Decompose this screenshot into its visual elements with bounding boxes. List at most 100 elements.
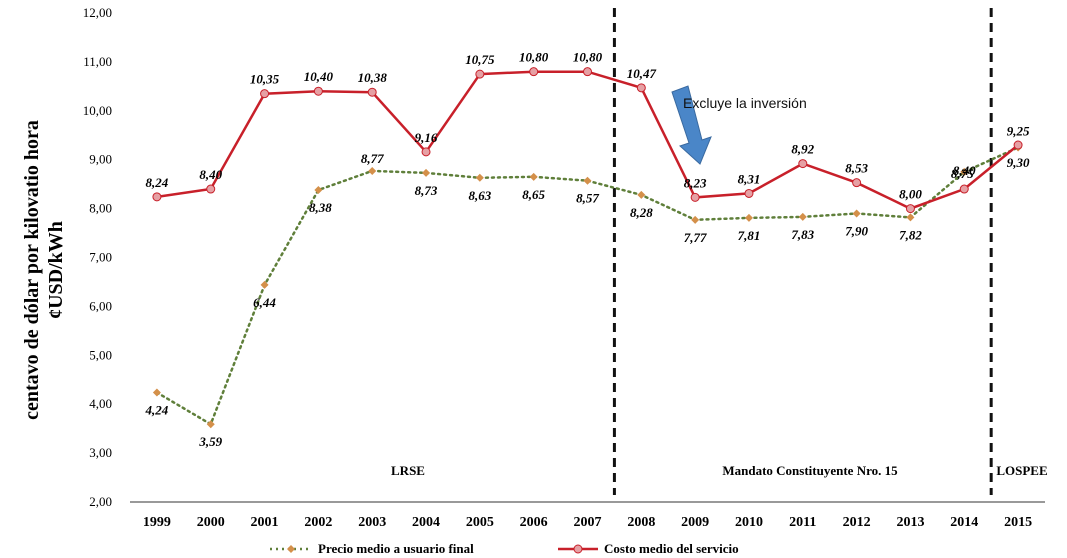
data-point — [690, 192, 700, 202]
x-tick-label: 2005 — [466, 515, 494, 530]
data-point — [636, 83, 646, 93]
data-label: 8,40 — [199, 167, 222, 182]
data-label: 10,38 — [358, 70, 388, 85]
data-point — [852, 209, 861, 218]
y-tick-label: 12,00 — [83, 5, 112, 20]
x-tick-label: 2007 — [574, 515, 602, 530]
data-label: 8,23 — [684, 175, 707, 190]
data-point — [798, 212, 807, 221]
data-label: 6,44 — [253, 295, 276, 310]
data-label: 3,59 — [198, 434, 222, 449]
data-point — [475, 69, 485, 79]
data-point — [206, 184, 216, 194]
data-label: 8,92 — [791, 142, 814, 157]
data-label: 7,82 — [899, 227, 922, 242]
data-point — [744, 188, 754, 198]
x-tick-label: 2012 — [843, 515, 871, 530]
x-tick-label: 2008 — [627, 515, 655, 530]
y-tick-label: 10,00 — [83, 103, 112, 118]
annotation-text: Excluye la inversión — [683, 95, 807, 111]
legend-label-precio: Precio medio a usuario final — [318, 541, 474, 556]
data-point — [744, 213, 753, 222]
data-point — [583, 67, 592, 77]
data-point — [260, 89, 270, 99]
data-label: 9,30 — [1007, 155, 1030, 170]
data-label: 7,90 — [845, 223, 868, 238]
data-point — [1013, 140, 1023, 150]
data-point — [637, 190, 646, 199]
x-tick-label: 2013 — [896, 515, 924, 530]
data-label: 7,81 — [738, 228, 761, 243]
data-label: 10,47 — [627, 66, 657, 81]
series-layer: 4,24 3,59 6,44 8,38 8,77 8,73 8,63 8,65 8,57 8,28… — [145, 50, 1030, 450]
x-tick-label: 2011 — [789, 515, 816, 530]
y-axis-title-line2: ¢USD/kWh — [45, 221, 67, 319]
y-tick-label: 3,00 — [89, 445, 112, 460]
legend-item-precio: Precio medio a usuario final — [270, 541, 474, 556]
x-tick-label: 2003 — [358, 515, 386, 530]
data-point — [367, 87, 377, 97]
data-point — [368, 166, 377, 175]
x-tick-label: 2014 — [950, 515, 978, 530]
data-point — [960, 167, 969, 176]
period-label-lospee: LOSPEE — [996, 463, 1047, 478]
data-point — [529, 172, 538, 181]
data-point — [529, 67, 539, 77]
data-label: 8,38 — [309, 200, 332, 215]
data-point — [583, 176, 592, 185]
data-label: 8,31 — [738, 171, 761, 186]
y-tick-label: 6,00 — [89, 298, 112, 313]
x-tick-label: 2010 — [735, 515, 763, 530]
data-point — [906, 213, 915, 222]
data-point — [475, 173, 484, 182]
series-costo: 8,24 8,40 10,35 10,40 10,38 9,16 10,75 10,80 10,… — [146, 50, 1030, 214]
data-point — [314, 186, 323, 195]
y-tick-label: 7,00 — [89, 250, 112, 265]
y-tick-label: 11,00 — [83, 54, 112, 69]
x-tick-label: 2000 — [197, 515, 225, 530]
x-tick-label: 2006 — [520, 515, 548, 530]
data-label: 8,77 — [361, 151, 384, 166]
data-label: 10,80 — [519, 50, 549, 65]
data-point — [959, 184, 969, 194]
data-point — [206, 420, 215, 429]
x-tick-label: 2004 — [412, 515, 440, 530]
series-line — [155, 146, 1020, 427]
data-label: 8,24 — [146, 175, 169, 190]
data-label: 8,28 — [630, 205, 653, 220]
data-point — [313, 86, 323, 96]
series-precio: 4,24 3,59 6,44 8,38 8,77 8,73 8,63 8,65 8,57 8,28… — [145, 123, 1030, 449]
period-label-mandato: Mandato Constituyente Nro. 15 — [722, 463, 898, 478]
annotation-arrow — [671, 85, 712, 165]
period-labels: LRSE Mandato Constituyente Nro. 15 LOSPE… — [391, 463, 1048, 478]
legend: Precio medio a usuario final Costo medio… — [270, 541, 739, 556]
legend-marker-precio — [287, 545, 295, 553]
data-point — [260, 280, 269, 289]
x-tick-label: 2002 — [304, 515, 332, 530]
y-tick-label: 9,00 — [89, 152, 112, 167]
data-point — [905, 204, 915, 214]
period-dividers — [612, 8, 993, 495]
data-label: 8,57 — [576, 191, 599, 206]
data-label: 7,83 — [791, 227, 814, 242]
x-tick-label: 2015 — [1004, 515, 1032, 530]
data-label: 10,35 — [250, 72, 280, 87]
y-axis-title-line1: centavo de dólar por kilovatio hora — [21, 120, 43, 420]
y-tick-label: 5,00 — [89, 347, 112, 362]
data-label: 8,65 — [522, 187, 545, 202]
y-tick-label: 8,00 — [89, 201, 112, 216]
x-tick-label: 2001 — [251, 515, 279, 530]
data-point — [152, 192, 162, 202]
data-label: 7,77 — [684, 230, 707, 245]
x-tick-label: 2009 — [681, 515, 709, 530]
data-point — [852, 178, 862, 188]
y-axis-title: centavo de dólar por kilovatio hora ¢USD… — [21, 120, 67, 420]
data-label: 8,53 — [845, 161, 868, 176]
data-point — [422, 168, 431, 177]
data-label: 9,25 — [1007, 123, 1030, 138]
legend-marker-costo — [573, 544, 583, 554]
data-point — [421, 147, 431, 157]
data-label: 8,00 — [899, 187, 922, 202]
data-label: 10,75 — [465, 52, 495, 67]
